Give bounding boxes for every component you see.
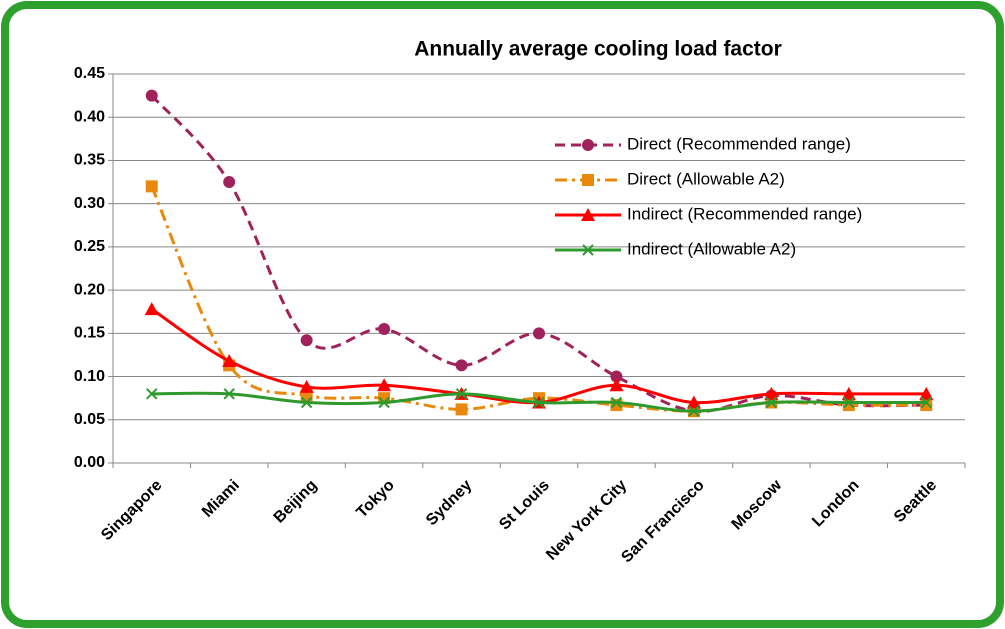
- marker: [919, 386, 934, 400]
- series: [146, 388, 932, 417]
- marker: [378, 396, 390, 409]
- marker: [223, 388, 235, 400]
- marker: [581, 208, 595, 221]
- marker: [582, 139, 594, 151]
- marker: [377, 378, 392, 392]
- marker: [765, 396, 778, 409]
- y-tick-label: 0.15: [74, 325, 105, 342]
- y-tick-label: 0.10: [74, 368, 105, 385]
- y-tick-label: 0.40: [74, 108, 105, 125]
- y-tick-label: 0.45: [74, 65, 105, 82]
- marker: [920, 396, 932, 409]
- legend-label: Indirect (Allowable A2): [627, 239, 796, 258]
- marker: [609, 378, 624, 392]
- y-tick-label: 0.25: [74, 238, 105, 255]
- marker: [920, 399, 933, 412]
- marker: [686, 395, 701, 409]
- marker: [300, 396, 313, 409]
- marker: [764, 386, 779, 400]
- marker: [223, 176, 236, 189]
- marker: [300, 334, 313, 347]
- marker: [688, 405, 700, 417]
- legend-item: Indirect (Allowable A2): [555, 239, 796, 258]
- marker: [582, 244, 594, 256]
- y-tick-label: 0.05: [74, 411, 105, 428]
- legend-label: Indirect (Recommended range): [627, 204, 862, 223]
- y-tick-label: 0.00: [74, 454, 105, 471]
- marker: [455, 359, 468, 372]
- legend-item: Direct (Recommended range): [555, 134, 851, 153]
- marker: [533, 396, 545, 409]
- y-tick-label: 0.35: [74, 152, 105, 169]
- y-tick-label: 0.20: [74, 281, 105, 298]
- legend-label: Direct (Recommended range): [627, 134, 851, 153]
- marker: [582, 174, 594, 186]
- marker: [146, 388, 158, 400]
- marker: [533, 327, 545, 340]
- marker: [378, 323, 391, 336]
- chart-title: Annually average cooling load factor: [414, 38, 782, 61]
- marker: [842, 399, 855, 412]
- marker: [455, 403, 468, 416]
- marker: [145, 180, 158, 193]
- marker: [610, 370, 623, 383]
- marker: [841, 386, 856, 400]
- marker: [843, 396, 855, 409]
- marker: [299, 379, 314, 393]
- marker: [455, 388, 468, 400]
- marker: [610, 396, 623, 409]
- y-tick-label: 0.30: [74, 195, 105, 212]
- legend-label: Direct (Allowable A2): [627, 169, 785, 188]
- marker: [144, 302, 159, 316]
- marker: [145, 89, 158, 102]
- marker: [222, 353, 237, 367]
- legend-item: Indirect (Recommended range): [555, 204, 862, 223]
- legend-item: Direct (Allowable A2): [555, 169, 785, 188]
